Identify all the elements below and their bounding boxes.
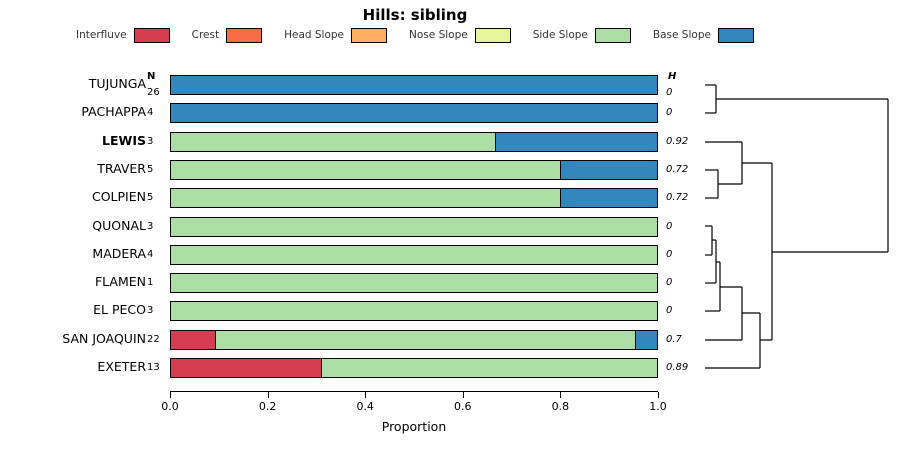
chart-title: Hills: sibling	[362, 6, 468, 24]
bar-segment-side-slope	[171, 302, 657, 321]
n-value: 3	[147, 220, 154, 232]
stacked-bar	[170, 188, 658, 209]
row-label: TUJUNGA	[88, 76, 146, 91]
row-label: SAN JOAQUIN	[62, 330, 146, 346]
bar-segment-side-slope	[320, 359, 657, 377]
legend-swatch	[717, 27, 754, 43]
row-label: TRAVER	[97, 160, 146, 176]
legend-item-label: Interfluve	[76, 29, 127, 41]
h-value: 0.72	[666, 163, 689, 175]
n-value: 3	[147, 305, 154, 317]
stacked-bar	[170, 329, 658, 350]
h-column-header: H	[668, 71, 677, 82]
bar-segment-side-slope	[171, 217, 657, 236]
stacked-bar	[170, 131, 658, 152]
legend-item: Head Slope	[284, 27, 388, 43]
legend-swatch	[226, 27, 263, 43]
legend-item-label: Base Slope	[652, 29, 711, 41]
legend-item: Crest	[191, 27, 263, 43]
legend-swatch	[133, 27, 170, 43]
row-label: MADERA	[92, 245, 146, 261]
h-value: 0	[666, 220, 673, 232]
bar-segment-side-slope	[215, 330, 636, 349]
x-axis-tick-label: 0.2	[258, 400, 277, 413]
stacked-bar	[170, 103, 658, 124]
row-label: LEWIS	[102, 132, 146, 148]
bar-segment-side-slope	[171, 245, 657, 264]
n-value: 4	[147, 248, 154, 260]
stacked-bar	[170, 301, 658, 322]
h-value: 0.72	[666, 192, 689, 204]
n-value: 1	[147, 277, 154, 289]
bar-segment-interfluve	[171, 330, 216, 349]
n-value: 26	[147, 87, 160, 98]
row-label: COLPIEN	[91, 189, 146, 205]
x-axis-tick-label: 0.0	[161, 400, 179, 413]
legend: Interfluve Crest Head Slope Nose Slope Side …	[0, 26, 830, 44]
legend-item: Side Slope	[532, 27, 631, 43]
h-value: 0	[666, 107, 673, 119]
x-axis-tick	[462, 392, 464, 398]
bar-segment-base-slope	[559, 160, 657, 179]
bar-segment-base-slope	[559, 189, 657, 208]
n-value: 13	[147, 362, 160, 373]
h-value: 0	[666, 277, 673, 289]
bar-segment-interfluve	[171, 359, 321, 377]
x-axis-tick	[560, 392, 562, 398]
x-axis-tick	[365, 392, 367, 398]
stacked-bar	[170, 159, 658, 180]
x-axis-tick-label: 0.4	[356, 400, 374, 413]
row-label: FLAMEN	[94, 274, 146, 290]
stacked-bar	[170, 244, 658, 265]
h-value: 0.7	[666, 333, 682, 345]
legend-item-label: Side Slope	[532, 29, 588, 41]
legend-swatch	[351, 27, 388, 43]
bar-segment-side-slope	[171, 132, 496, 151]
legend-item-label: Crest	[191, 29, 220, 41]
stacked-bar	[170, 75, 658, 95]
row-label: QUONAL	[92, 217, 146, 233]
bar-segment-side-slope	[171, 160, 560, 179]
x-axis-tick	[170, 392, 171, 398]
n-value: 4	[147, 107, 154, 119]
legend-item: Nose Slope	[409, 27, 511, 43]
n-column-header: N	[147, 71, 156, 82]
h-value: 0	[666, 248, 673, 260]
x-axis-tick-label: 0.8	[551, 400, 570, 413]
n-value: 5	[147, 192, 154, 204]
stacked-bar	[170, 358, 658, 378]
legend-item-label: Nose Slope	[409, 29, 468, 41]
x-axis-tick	[267, 392, 269, 398]
h-value: 0.89	[666, 362, 689, 373]
x-axis-title: Proportion	[381, 419, 447, 434]
legend-item: Interfluve	[76, 27, 170, 43]
x-axis-tick-label: 0.6	[454, 400, 472, 413]
legend-swatch	[594, 27, 631, 43]
stacked-bar	[170, 216, 658, 237]
bar-segment-base-slope	[171, 104, 657, 123]
x-axis-tick-label: 1.0	[649, 400, 667, 413]
bar-segment-side-slope	[171, 274, 657, 293]
n-value: 3	[147, 135, 154, 147]
row-label: PACHAPPA	[81, 104, 146, 120]
legend-swatch	[474, 27, 511, 43]
bar-segment-base-slope	[171, 76, 657, 94]
bar-segment-side-slope	[171, 189, 560, 208]
x-axis-line	[170, 391, 658, 392]
h-value: 0	[666, 87, 673, 98]
stacked-bar	[170, 273, 658, 294]
legend-item-label: Head Slope	[284, 29, 345, 41]
h-value: 0	[666, 305, 673, 317]
n-value: 22	[147, 333, 160, 345]
bar-segment-base-slope	[495, 132, 657, 151]
legend-item: Base Slope	[652, 27, 754, 43]
row-label: EXETER	[97, 359, 146, 374]
n-value: 5	[147, 163, 154, 175]
bar-segment-base-slope	[635, 330, 657, 349]
x-axis-tick	[658, 392, 659, 398]
h-value: 0.92	[666, 135, 689, 147]
row-label: EL PECO	[93, 302, 146, 318]
